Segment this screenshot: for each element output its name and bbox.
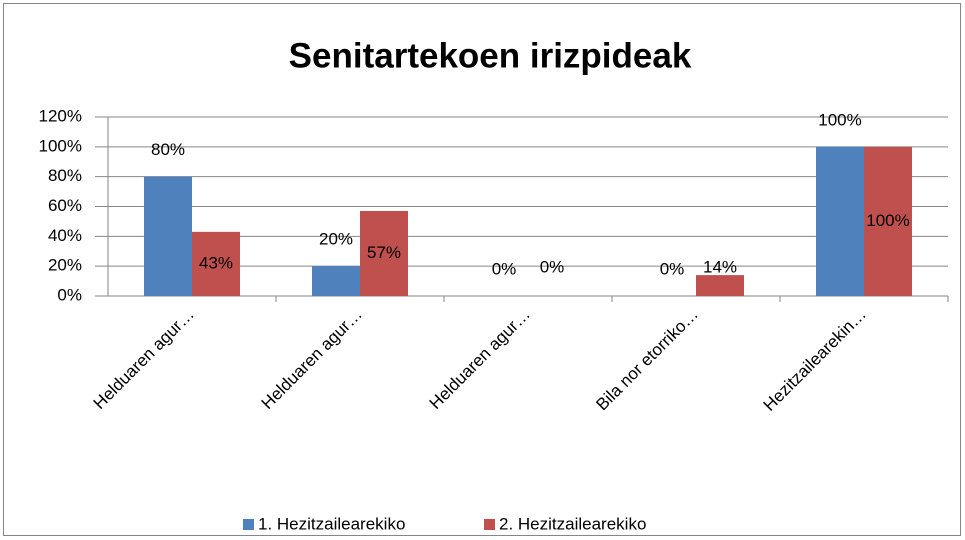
data-label: 43%	[199, 253, 233, 272]
chart-title: Senitartekoen irizpideak	[289, 36, 692, 75]
bar	[360, 210, 408, 296]
bar	[816, 146, 864, 296]
y-tick-label: 120%	[39, 106, 82, 125]
legend-swatch	[484, 519, 495, 530]
y-tick-label: 60%	[48, 196, 82, 215]
legend-label: 2. Hezitzailearekiko	[499, 514, 646, 533]
data-label: 80%	[151, 140, 185, 159]
data-label: 0%	[660, 259, 685, 278]
bar	[312, 266, 360, 296]
legend-swatch	[243, 519, 254, 530]
y-tick-label: 40%	[48, 226, 82, 245]
data-label: 14%	[703, 257, 737, 276]
legend-label: 1. Hezitzailearekiko	[258, 514, 405, 533]
data-label: 0%	[540, 257, 565, 276]
y-tick-label: 100%	[39, 136, 82, 155]
bar	[144, 176, 192, 296]
data-label: 100%	[866, 211, 909, 230]
y-tick-label: 80%	[48, 166, 82, 185]
data-label: 57%	[367, 243, 401, 262]
bar	[192, 231, 240, 296]
data-label: 100%	[818, 110, 861, 129]
bar	[696, 275, 744, 296]
data-label: 0%	[492, 259, 517, 278]
y-tick-label: 20%	[48, 256, 82, 275]
bar	[864, 146, 912, 296]
y-tick-label: 0%	[57, 285, 82, 304]
data-label: 20%	[319, 230, 353, 249]
